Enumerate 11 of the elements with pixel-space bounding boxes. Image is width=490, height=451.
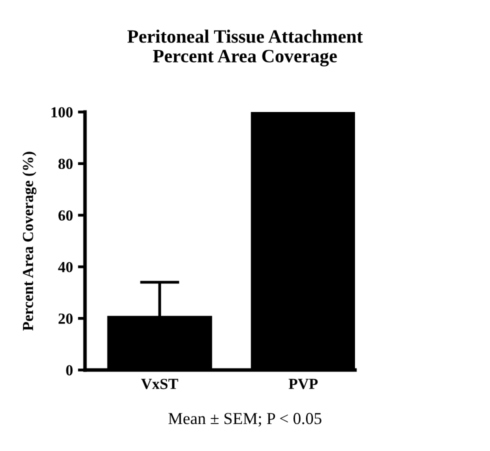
y-axis-title: Percent Area Coverage (%) bbox=[22, 152, 36, 331]
y-tick-label: 100 bbox=[52, 107, 73, 118]
y-tick-label: 40 bbox=[58, 262, 73, 272]
y-tick-label: 0 bbox=[66, 365, 73, 376]
y-tick-label: 60 bbox=[58, 210, 73, 221]
x-tick-label: PVP bbox=[288, 378, 318, 390]
y-tick-label: 20 bbox=[58, 314, 73, 324]
y-tick-label: 80 bbox=[58, 158, 73, 170]
x-tick-label: VxST bbox=[141, 378, 178, 390]
chart-title: Peritoneal Tissue Attachment Percent Area Coverage bbox=[127, 30, 363, 66]
text: Mean ± SEM; P < 0.05 bbox=[168, 412, 322, 427]
